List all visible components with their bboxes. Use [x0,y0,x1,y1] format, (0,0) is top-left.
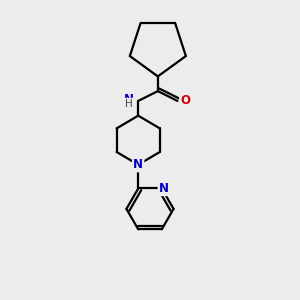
Text: N: N [133,158,143,171]
Text: N: N [124,93,134,106]
Text: N: N [159,182,169,195]
Text: H: H [124,99,132,109]
Text: O: O [180,94,190,107]
